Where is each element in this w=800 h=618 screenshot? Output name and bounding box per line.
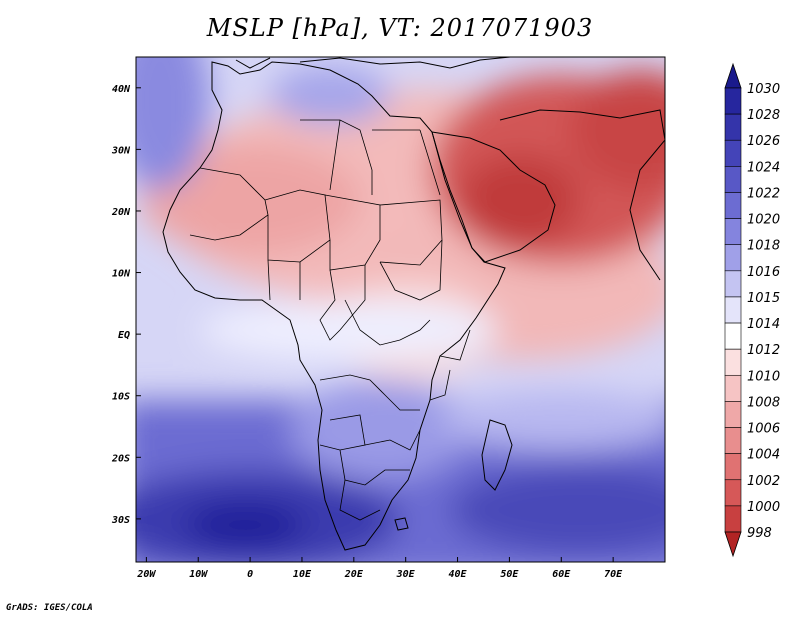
country-borders	[189, 119, 471, 521]
lat-tick-label: 40N	[112, 84, 131, 95]
colorbar-swatch	[724, 218, 742, 246]
colorbar-label: 1004	[747, 448, 780, 463]
map-title: MSLP [hPa], VT: 2017071903	[206, 14, 594, 42]
lon-tick-label: 50E	[500, 569, 519, 580]
colorbar-swatch	[724, 348, 742, 376]
colorbar-label: 998	[747, 526, 772, 541]
colorbar-label: 1028	[747, 108, 780, 123]
colorbar-swatch	[724, 192, 742, 219]
lat-tick-label: 20N	[111, 207, 131, 218]
longitude-axis: 20W 10W 0 10E 20E 30E 40E 50E 60E 70E	[136, 557, 623, 580]
lat-tick-label: 10S	[112, 392, 130, 403]
credit-label: GrADS: IGES/COLA	[6, 603, 93, 613]
colorbar-swatch	[724, 87, 742, 115]
colorbar-label: 1020	[747, 213, 780, 228]
lon-tick-label: 10W	[189, 569, 208, 580]
lon-tick-label: 30E	[396, 569, 416, 580]
lon-tick-label: 40E	[449, 569, 468, 580]
lon-tick-label: 10E	[293, 569, 312, 580]
colorbar-label: 1002	[747, 474, 780, 489]
colorbar-swatch	[724, 374, 742, 402]
colorbar-swatch	[724, 427, 742, 454]
pressure-field	[136, 57, 665, 562]
colorbar: 1030 1028 1026 1024 1022 1020 1018 1016 1015 1014…	[724, 62, 780, 558]
lat-tick-label: EQ	[118, 330, 130, 341]
colorbar-swatch	[724, 322, 742, 350]
colorbar-label: 1008	[747, 395, 780, 410]
colorbar-swatch	[724, 479, 742, 507]
colorbar-label: 1016	[747, 265, 780, 280]
colorbar-swatch	[724, 505, 742, 533]
lat-tick-label: 20S	[111, 453, 130, 464]
colorbar-swatch	[724, 401, 742, 428]
lat-tick-label: 30S	[111, 515, 130, 526]
coastlines	[162, 57, 665, 551]
colorbar-label: 1024	[747, 160, 780, 175]
lon-tick-label: 0	[247, 569, 253, 580]
colorbar-label: 1026	[747, 134, 780, 149]
colorbar-label: 1022	[747, 186, 780, 201]
lat-tick-label: 10N	[112, 269, 131, 280]
colorbar-lower-arrow	[724, 531, 742, 558]
latitude-axis: 40N 30N 20N 10N EQ 10S 20S 30S	[111, 84, 141, 526]
colorbar-label: 1000	[747, 500, 780, 515]
colorbar-label: 1030	[747, 82, 780, 97]
lon-tick-label: 70E	[604, 569, 623, 580]
colorbar-label: 1015	[747, 291, 780, 306]
lon-tick-label: 20W	[136, 569, 156, 580]
colorbar-swatch	[724, 270, 742, 298]
lon-tick-label: 20E	[344, 569, 364, 580]
colorbar-label: 1018	[747, 239, 780, 254]
lon-tick-label: 60E	[552, 569, 571, 580]
colorbar-swatch	[724, 244, 742, 272]
colorbar-swatch	[724, 453, 742, 481]
colorbar-label: 1014	[747, 317, 780, 332]
colorbar-label: 1006	[747, 422, 780, 437]
map-frame	[135, 56, 666, 563]
lat-tick-label: 30N	[111, 145, 131, 156]
colorbar-swatch	[724, 113, 742, 141]
colorbar-label: 1012	[747, 343, 780, 358]
colorbar-swatch	[724, 296, 742, 324]
colorbar-upper-arrow	[724, 62, 742, 89]
colorbar-swatch	[724, 166, 742, 193]
colorbar-label: 1010	[747, 369, 780, 384]
colorbar-swatch	[724, 139, 742, 167]
